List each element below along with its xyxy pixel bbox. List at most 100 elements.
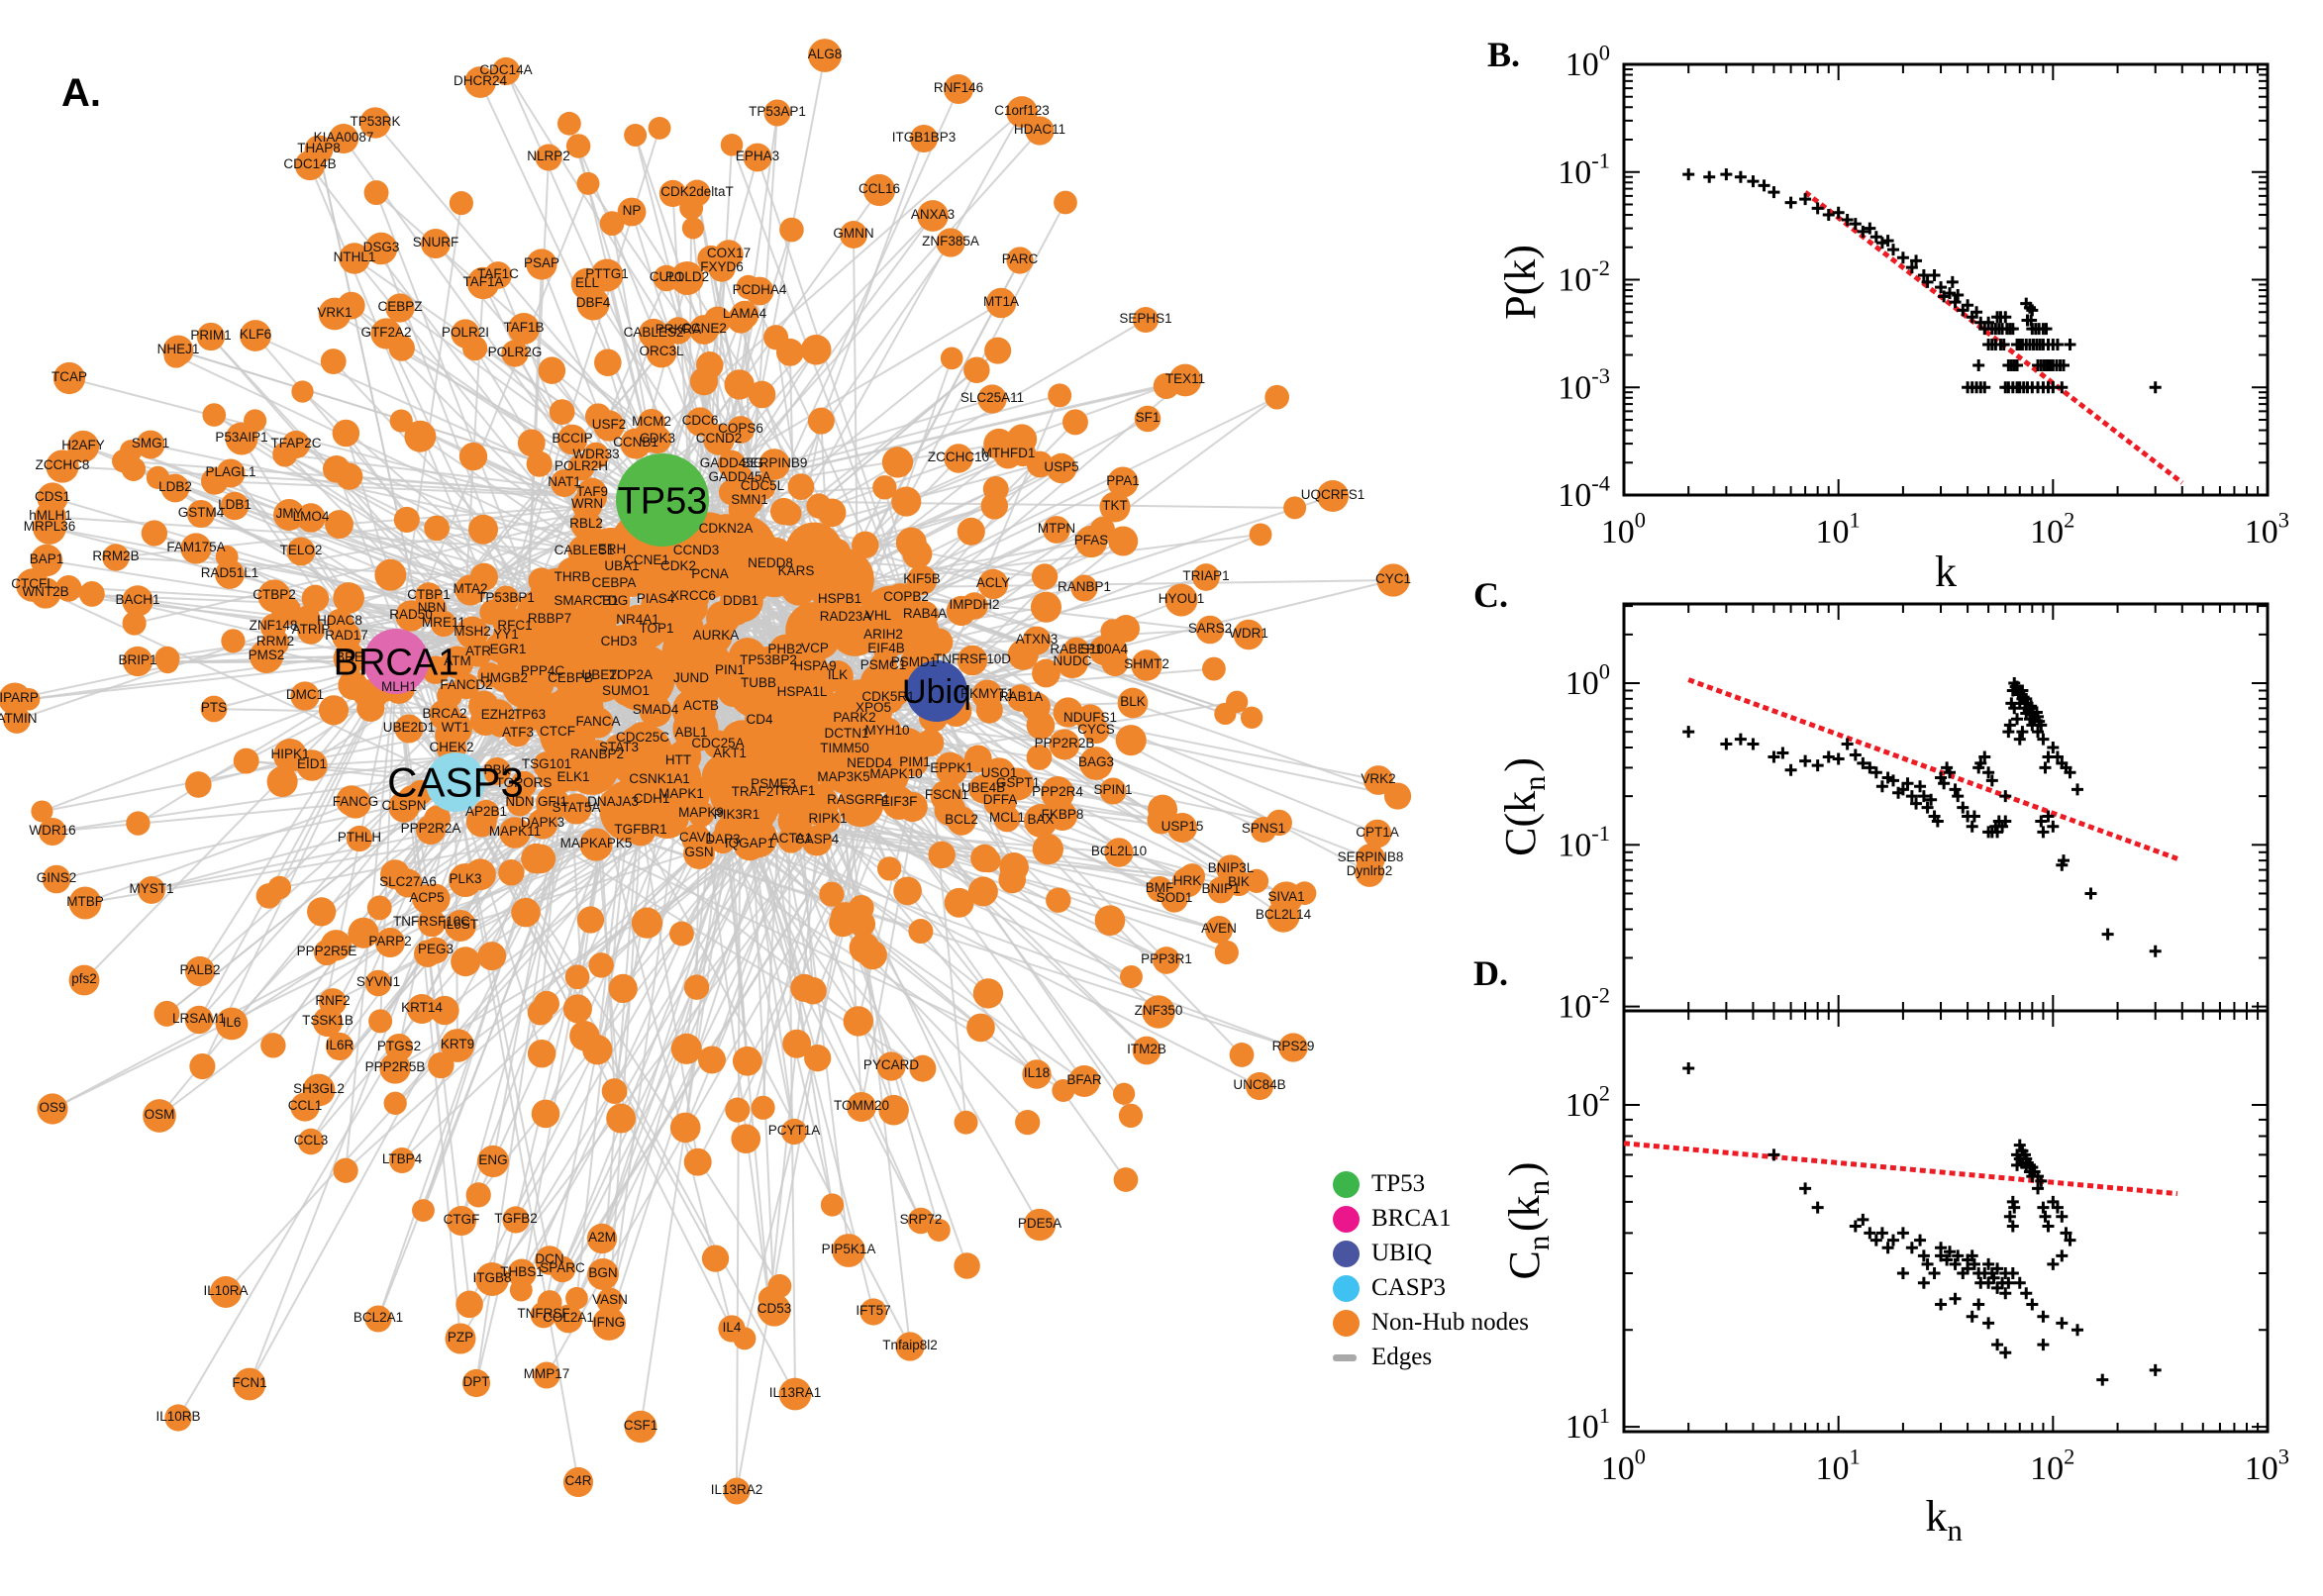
gene-node-label: ELK1 xyxy=(556,769,589,784)
gene-node-label: ATR xyxy=(465,644,491,658)
gene-node-label: ATMIN xyxy=(0,711,38,726)
gene-node-label: CDS1 xyxy=(35,489,70,504)
network-legend: TP53 BRCA1 UBIQ CASP3 Non-Hub nodes Edges xyxy=(1333,1170,1529,1378)
gene-node-label: ERH xyxy=(598,542,627,556)
gene-node-label: ACP5 xyxy=(409,890,444,905)
gene-node-label: SHMT2 xyxy=(1124,656,1169,671)
gene-node-label: PSAP xyxy=(524,255,559,270)
legend-item-non-hub-nodes: Non-Hub nodes xyxy=(1333,1309,1529,1337)
gene-node-label: CYC1 xyxy=(1375,571,1411,586)
gene-node-label: PTHLH xyxy=(338,830,381,845)
gene-node-label: TP53RK xyxy=(350,114,400,129)
legend-item-edges: Edges xyxy=(1333,1344,1529,1371)
gene-node-label: XRCC6 xyxy=(670,588,716,603)
gene-node-label: IL6 xyxy=(223,1015,242,1030)
gene-node-label: DNAJA3 xyxy=(587,794,639,809)
gene-node-label: GINS2 xyxy=(37,870,77,885)
gene-node-label: DDB1 xyxy=(723,593,758,608)
gene-node-label: TP53BP1 xyxy=(477,590,535,605)
edge-swatch-icon xyxy=(1333,1353,1357,1361)
gene-node-label: RASGRF1 xyxy=(827,792,890,807)
gene-node-label: PARK2 xyxy=(833,710,875,725)
gene-node-label: THAP8 xyxy=(297,141,341,155)
gene-node-label: RBL2 xyxy=(569,516,603,531)
gene-node-label: SARS2 xyxy=(1188,621,1232,636)
gene-node-label: PRIM1 xyxy=(190,328,231,343)
gene-node-label: SERPINB8 xyxy=(1338,849,1404,864)
gene-node-label: IL13RA2 xyxy=(711,1482,763,1497)
gene-node-label: PARP2 xyxy=(368,934,411,948)
gene-node-label: MCM2 xyxy=(632,414,671,429)
gene-node-label: SMN1 xyxy=(731,492,768,507)
gene-node-label: MAPK1 xyxy=(658,786,704,801)
gene-node-label: RABEP1 xyxy=(1050,642,1102,656)
gene-node-label: PFAS xyxy=(1074,533,1109,548)
gene-node-label: RAB1A xyxy=(999,689,1043,704)
gene-node-label: NR4A1 xyxy=(616,612,659,627)
gene-node-label: STAT3 xyxy=(599,740,639,754)
gene-node-label: MRPL36 xyxy=(24,519,76,534)
gene-node-label: CEBPA xyxy=(592,575,637,590)
gene-node-label: PTS xyxy=(201,700,227,715)
node-swatch-icon xyxy=(1333,1170,1360,1198)
gene-node-label: LDB2 xyxy=(158,479,192,494)
gene-node-label: THBS1 xyxy=(500,1264,544,1279)
gene-node-label: LRSAM1 xyxy=(172,1011,226,1026)
gene-node-label: WT1 xyxy=(442,720,470,735)
gene-node-label: BIK xyxy=(1228,874,1250,889)
gene-node-label: TP53BP2 xyxy=(740,652,797,667)
svg-text:100: 100 xyxy=(1601,508,1646,550)
gene-node-label: PBK xyxy=(483,762,510,777)
gene-node-label: FSCN1 xyxy=(925,787,968,802)
gene-node-label: NTHL1 xyxy=(334,249,376,264)
gene-node-label: TOPORS xyxy=(496,775,553,790)
gene-node-label: SPARC xyxy=(540,1260,585,1275)
gene-node-label: ORC3L xyxy=(639,344,684,358)
gene-node-label: LMO4 xyxy=(293,509,330,524)
gene-node-label: UBE4B xyxy=(961,780,1005,795)
gene-node-label: SH3GL2 xyxy=(293,1081,345,1096)
gene-node-label: MT1A xyxy=(983,294,1019,309)
gene-node-label: CD53 xyxy=(758,1301,792,1316)
gene-node-label: GSTM4 xyxy=(178,505,225,520)
gene-node-label: TAF9 xyxy=(576,484,608,499)
gene-node-label: PRKRA xyxy=(656,322,702,337)
gene-node-label: TRIAP1 xyxy=(1182,568,1229,583)
svg-text:101: 101 xyxy=(1566,1403,1610,1446)
gene-node-label: SYVN1 xyxy=(356,974,400,989)
gene-node-label: JUND xyxy=(673,670,709,685)
gene-node-label: USF2 xyxy=(592,417,627,432)
gene-node-label: GADD45G xyxy=(700,455,764,470)
svg-text:C(kn ): C(kn ) xyxy=(1496,757,1552,856)
gene-node-label: PIK3R1 xyxy=(714,807,760,822)
svg-text:102: 102 xyxy=(2030,508,2074,550)
gene-node-label: NLRP2 xyxy=(527,149,570,163)
gene-node-label: ACTA1 xyxy=(770,831,813,846)
gene-node-label: EZH2 xyxy=(481,707,516,722)
gene-node-label: DBF4 xyxy=(576,295,611,310)
panel-a-label: A. xyxy=(61,71,101,115)
gene-node-label: RFC1 xyxy=(497,618,532,633)
node-swatch-icon xyxy=(1333,1274,1360,1302)
gene-node-label: POLR2I xyxy=(442,325,489,340)
gene-node-label: MCL1 xyxy=(989,810,1025,825)
gene-node-label: KRT14 xyxy=(401,1000,443,1015)
gene-node-label: Dynlrb2 xyxy=(1347,863,1393,878)
gene-node-label: ABL1 xyxy=(674,725,707,740)
gene-node-label: hMLH1 xyxy=(29,508,72,523)
gene-node-label: KARS xyxy=(778,563,815,578)
gene-node-label: TGFBR1 xyxy=(614,822,666,837)
gene-node-label: NEDD8 xyxy=(748,555,793,570)
gene-node-label: IL18 xyxy=(1024,1065,1050,1080)
panel-d-label: D. xyxy=(1473,953,1508,993)
gene-node-label: ACLY xyxy=(976,575,1010,590)
legend-item-ubiq: UBIQ xyxy=(1333,1240,1529,1267)
legend-item-label: UBIQ xyxy=(1371,1240,1433,1266)
gene-node-label: ATF3 xyxy=(502,725,534,740)
gene-node-label: SMAD4 xyxy=(633,702,679,717)
gene-node-label: PPP2R2B xyxy=(1035,736,1095,750)
gene-node-label: BRCA2 xyxy=(422,706,466,721)
gene-node-label: MTPN xyxy=(1038,521,1075,536)
gene-node-label: POLR2G xyxy=(488,345,543,359)
gene-node-label: CYCS xyxy=(1077,722,1115,737)
